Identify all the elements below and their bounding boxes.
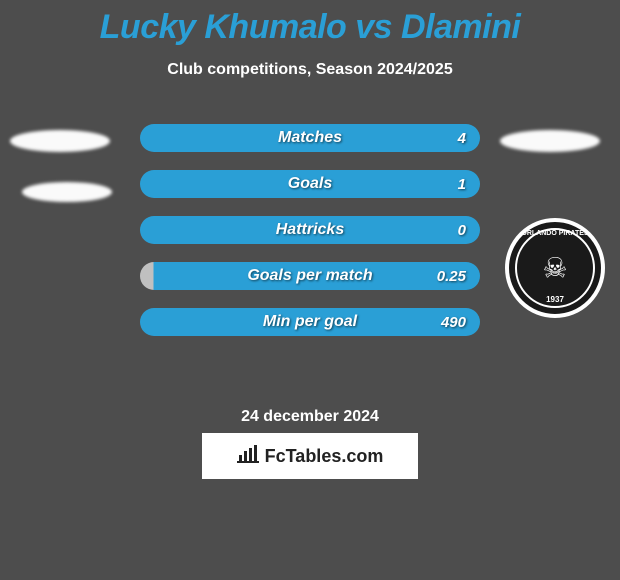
chart-icon bbox=[237, 445, 259, 468]
stat-value-right: 0 bbox=[458, 222, 466, 239]
stat-value-right: 4 bbox=[458, 130, 466, 147]
stat-label: Goals bbox=[140, 175, 480, 193]
stat-row: Min per goal490 bbox=[140, 308, 480, 336]
stat-value-right: 490 bbox=[441, 314, 466, 331]
player-right-block: ORLANDO PIRATES ☠ 1937 bbox=[500, 100, 610, 318]
subtitle: Club competitions, Season 2024/2025 bbox=[0, 61, 620, 79]
stat-label: Goals per match bbox=[140, 267, 480, 285]
player-left-silhouette bbox=[10, 100, 110, 200]
player-left-block bbox=[10, 100, 110, 200]
branding-text: FcTables.com bbox=[265, 446, 384, 467]
crest-top-text: ORLANDO PIRATES bbox=[509, 230, 601, 237]
branding-badge: FcTables.com bbox=[202, 433, 418, 479]
silhouette-shadow bbox=[22, 182, 112, 202]
silhouette-shadow bbox=[500, 130, 600, 152]
stat-value-right: 0.25 bbox=[437, 268, 466, 285]
stat-row: Hattricks0 bbox=[140, 216, 480, 244]
stat-row: Matches4 bbox=[140, 124, 480, 152]
stat-label: Hattricks bbox=[140, 221, 480, 239]
date-label: 24 december 2024 bbox=[0, 408, 620, 426]
stat-label: Matches bbox=[140, 129, 480, 147]
stats-container: Matches4Goals1Hattricks0Goals per match0… bbox=[140, 124, 480, 354]
silhouette-shadow bbox=[10, 130, 110, 152]
skull-icon: ☠ bbox=[542, 252, 567, 285]
club-crest: ORLANDO PIRATES ☠ 1937 bbox=[505, 218, 605, 318]
stat-row: Goals per match0.25 bbox=[140, 262, 480, 290]
page-title: Lucky Khumalo vs Dlamini bbox=[0, 0, 620, 47]
crest-bottom-text: 1937 bbox=[509, 295, 601, 304]
stat-label: Min per goal bbox=[140, 313, 480, 331]
stat-value-right: 1 bbox=[458, 176, 466, 193]
player-right-silhouette bbox=[500, 100, 600, 200]
stat-row: Goals1 bbox=[140, 170, 480, 198]
